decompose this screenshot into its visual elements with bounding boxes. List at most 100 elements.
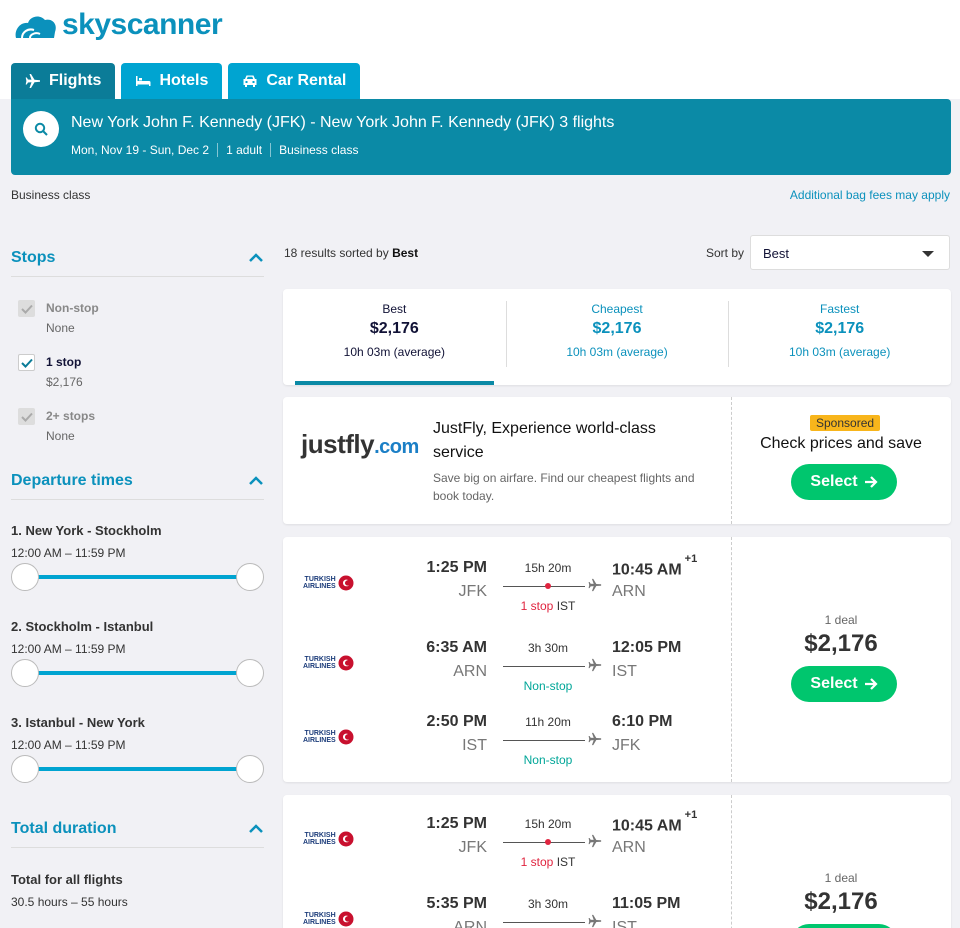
turkish-airlines-logo: TURKISH AIRLINES [303,831,354,847]
airline-line1: TURKISH [304,912,336,919]
sponsored-ad-card[interactable]: justfly.com JustFly, Experience world-cl… [283,397,951,524]
time-slider[interactable] [11,563,264,591]
deal-count: 1 deal [824,871,858,885]
departure-time: 2:50 PM [426,713,487,730]
chevron-up-icon [249,476,263,485]
button-label: Select [810,675,858,692]
arrival-airport: JFK [612,737,641,754]
route-time-range: 12:00 AM – 11:59 PM [11,642,126,656]
airline-name: TURKISH AIRLINES [303,832,336,846]
results-count: 18 results sorted by Best [284,246,418,260]
arrival-time-value: 10:45 AM [612,561,682,579]
sort-tab-name: Best [382,302,407,316]
check-icon [20,412,33,422]
sort-tab-duration: 10h 03m (average) [566,345,668,359]
route-time-range: 12:00 AM – 11:59 PM [11,738,126,752]
airline-line2: AIRLINES [303,663,336,670]
ad-cta-text: Check prices and save [760,435,922,452]
cabin-class-note: Business class [11,188,91,202]
search-button[interactable] [23,111,59,147]
airline-line1: TURKISH [304,576,336,583]
plane-icon [25,74,40,88]
stop-dot [545,583,551,589]
turkish-airlines-logo: TURKISH AIRLINES [303,575,354,591]
select-button[interactable] [791,924,897,928]
stops-filter-header[interactable]: Stops [11,240,264,277]
tab-flights[interactable]: Flights [11,63,116,99]
departure-airport: JFK [458,583,487,600]
skyscanner-logo[interactable]: skyscanner [10,8,223,42]
sort-tab-name: Cheapest [591,302,643,316]
slider-handle-end[interactable] [236,659,264,687]
slider-handle-end[interactable] [236,563,264,591]
sort-tab-name: Fastest [820,302,860,316]
brand-name: skyscanner [62,8,223,41]
sort-tab-best[interactable]: Best $2,176 10h 03m (average) [283,289,506,385]
sort-tab-fastest[interactable]: Fastest $2,176 10h 03m (average) [728,289,951,385]
slider-handle-start[interactable] [11,659,39,687]
duration-filter-header[interactable]: Total duration [11,811,264,848]
checkbox[interactable] [18,408,35,425]
card-divider [731,795,732,928]
ad-select-button[interactable]: Select [791,464,897,500]
site-header: skyscanner Flights Hotels Car Rental [0,0,960,99]
check-icon [20,358,33,368]
sort-dropdown[interactable]: Best [750,235,950,270]
flight-leg: TURKISH AIRLINES 5:35 PM ARN 3h 30m 11:05… [283,895,731,928]
route-name: 1. New York - Stockholm [11,523,162,538]
stop-info: 1 stop IST [503,855,593,869]
itinerary-card[interactable]: TURKISH AIRLINES 1:25 PM JFK 15h 20m 1 st… [283,795,951,928]
flight-leg: TURKISH AIRLINES 1:25 PM JFK 15h 20m 1 st… [283,553,731,619]
time-slider[interactable] [11,659,264,687]
slider-handle-start[interactable] [11,563,39,591]
next-day-badge: +1 [684,553,698,565]
departure-route-3: 3. Istanbul - New York 12:00 AM – 11:59 … [11,715,264,783]
tab-hotels[interactable]: Hotels [121,63,223,99]
route-line [503,583,585,589]
airline-line1: TURKISH [304,832,336,839]
checkbox[interactable] [18,354,35,371]
time-slider[interactable] [11,755,264,783]
deal-count: 1 deal [824,613,858,627]
arrival-time: 10:45 AM+1 [612,809,697,835]
slider-track [25,767,250,771]
stop-label: 1 stop [46,355,82,369]
arrival-time: 12:05 PM [612,639,682,656]
stop-airport: IST [556,599,576,613]
arrow-right-icon [864,476,878,488]
slider-handle-end[interactable] [236,755,264,783]
stop-count: 1 stop [520,855,554,869]
sort-tab-duration: 10h 03m (average) [343,345,446,359]
tulip-icon [338,831,354,847]
tulip-icon [338,575,354,591]
slider-track [25,671,250,675]
tab-car-rental[interactable]: Car Rental [228,63,361,99]
search-route-title: New York John F. Kennedy (JFK) - New Yor… [71,114,615,131]
stop-count: Non-stop [523,753,573,767]
stop-price: $2,176 [46,375,83,389]
checkbox[interactable] [18,300,35,317]
search-summary[interactable]: New York John F. Kennedy (JFK) - New Yor… [11,99,951,175]
search-travellers: 1 adult [217,143,270,157]
sort-tab-cheapest[interactable]: Cheapest $2,176 10h 03m (average) [505,289,729,385]
card-divider [731,537,732,782]
duration-filter: Total for all flights 30.5 hours – 55 ho… [11,872,264,909]
tulip-icon [338,911,354,927]
itinerary-card[interactable]: TURKISH AIRLINES 1:25 PM JFK 15h 20m 1 st… [283,537,951,782]
arrival-airport: ARN [612,839,646,856]
card-divider [731,397,732,524]
duration-range: 30.5 hours – 55 hours [11,895,128,909]
stop-airport: IST [556,855,576,869]
bag-fees-link[interactable]: Additional bag fees may apply [789,188,950,202]
turkish-airlines-logo: TURKISH AIRLINES [303,911,354,927]
arrival-time: 10:45 AM+1 [612,553,697,579]
section-title: Total duration [11,820,117,837]
route-line [503,839,585,845]
slider-handle-start[interactable] [11,755,39,783]
results-sort-name: Best [392,246,419,260]
departure-filter-header[interactable]: Departure times [11,463,264,500]
stop-count: Non-stop [523,679,573,693]
select-button[interactable]: Select [791,666,897,702]
departure-airport: ARN [453,919,487,928]
stop-label: 2+ stops [46,409,96,423]
